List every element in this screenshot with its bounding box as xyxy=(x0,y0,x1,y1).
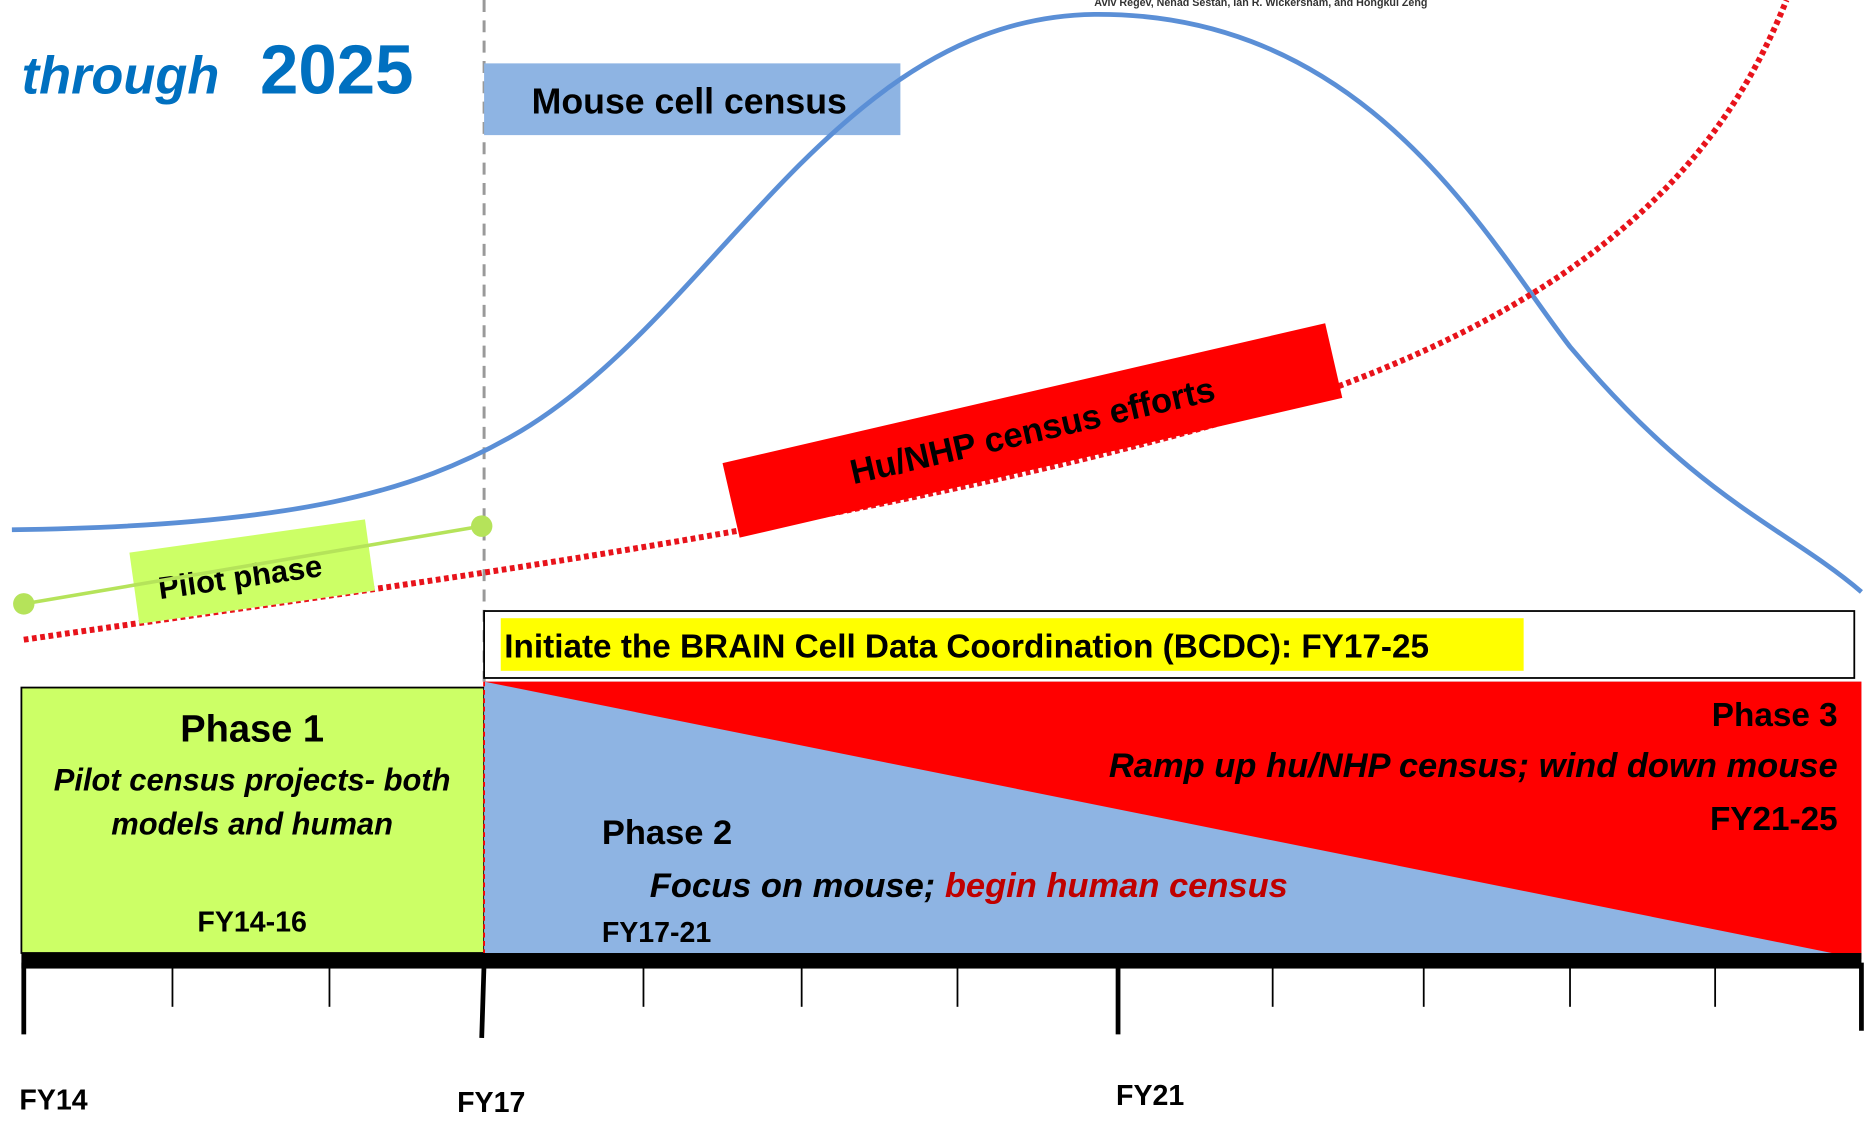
pilot-end xyxy=(471,515,493,537)
timeline-label: FY14 xyxy=(19,1085,87,1117)
title: through 2025 xyxy=(0,30,429,108)
human-label-box xyxy=(722,323,1343,538)
phase1-name: Phase 1 xyxy=(180,707,324,750)
phase3-years: FY21-25 xyxy=(1710,801,1838,838)
pilot-label-group: Pilot phase xyxy=(129,519,375,624)
timeline-label: FY17 xyxy=(457,1087,525,1119)
mouse-label-box xyxy=(484,63,901,136)
phase2-name: Phase 2 xyxy=(602,814,732,852)
phase3-line: Ramp up hu/NHP census; wind down mouse xyxy=(1109,747,1838,785)
phase1-years: FY14-16 xyxy=(197,906,306,938)
authors: Aviv Regev, Nenad Sestan, Ian R. Wickers… xyxy=(1094,0,1427,9)
timeline-bar xyxy=(21,953,1862,969)
phase2-years: FY17-21 xyxy=(602,917,712,949)
phase2-line: Focus on mouse; xyxy=(650,867,945,905)
phase1-box xyxy=(20,686,485,954)
ticks xyxy=(21,962,1864,1038)
human-label-group: Hu/NHP census efforts xyxy=(722,323,1343,538)
bcdc-highlight xyxy=(500,618,1524,671)
phase2-desc: Focus on mouse; begin human census xyxy=(602,867,1317,905)
mouse-label: Mouse cell census xyxy=(532,82,847,122)
phase2-line: begin human census xyxy=(945,867,1288,905)
pilot-label-box xyxy=(129,519,375,624)
mouse-curve xyxy=(11,11,1863,594)
title-year: 2025 xyxy=(260,30,413,108)
bcdc-label: Initiate the BRAIN Cell Data Coordinatio… xyxy=(504,629,1429,666)
major-tick xyxy=(479,962,487,1038)
phase3-name: Phase 3 xyxy=(1712,697,1838,734)
phase3-region xyxy=(484,681,1862,959)
phase1-line: Pilot census projects- both xyxy=(54,762,451,797)
title-prefix: through xyxy=(22,47,220,105)
pilot-line xyxy=(23,524,483,606)
pilot-start xyxy=(13,593,35,615)
timeline-label: FY21 xyxy=(1116,1080,1184,1112)
phase1-line: models and human xyxy=(111,807,393,842)
